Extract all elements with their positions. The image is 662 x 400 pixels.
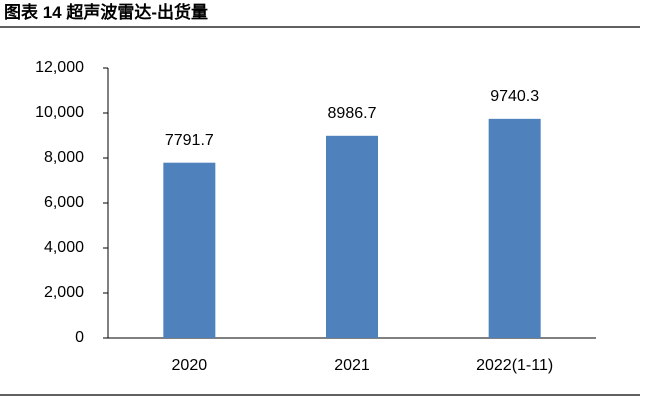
x-tick-label: 2022(1-11) — [476, 357, 553, 374]
bar — [163, 162, 216, 338]
value-label: 7791.7 — [165, 132, 214, 149]
bar — [326, 135, 378, 338]
value-label: 8986.7 — [328, 105, 377, 122]
value-label: 9740.3 — [490, 88, 539, 105]
x-tick-label: 2020 — [172, 357, 208, 374]
y-tick-label: 12,000 — [35, 59, 84, 76]
bar — [488, 118, 541, 338]
y-tick-label: 0 — [75, 329, 84, 346]
y-tick-label: 6,000 — [44, 194, 84, 211]
chart-title: 图表 14 超声波雷达-出货量 — [4, 2, 208, 22]
y-tick-label: 4,000 — [44, 239, 84, 256]
y-tick-label: 2,000 — [44, 284, 84, 301]
x-tick-label: 2021 — [334, 357, 370, 374]
y-tick-label: 10,000 — [35, 104, 84, 121]
y-tick-label: 8,000 — [44, 149, 84, 166]
